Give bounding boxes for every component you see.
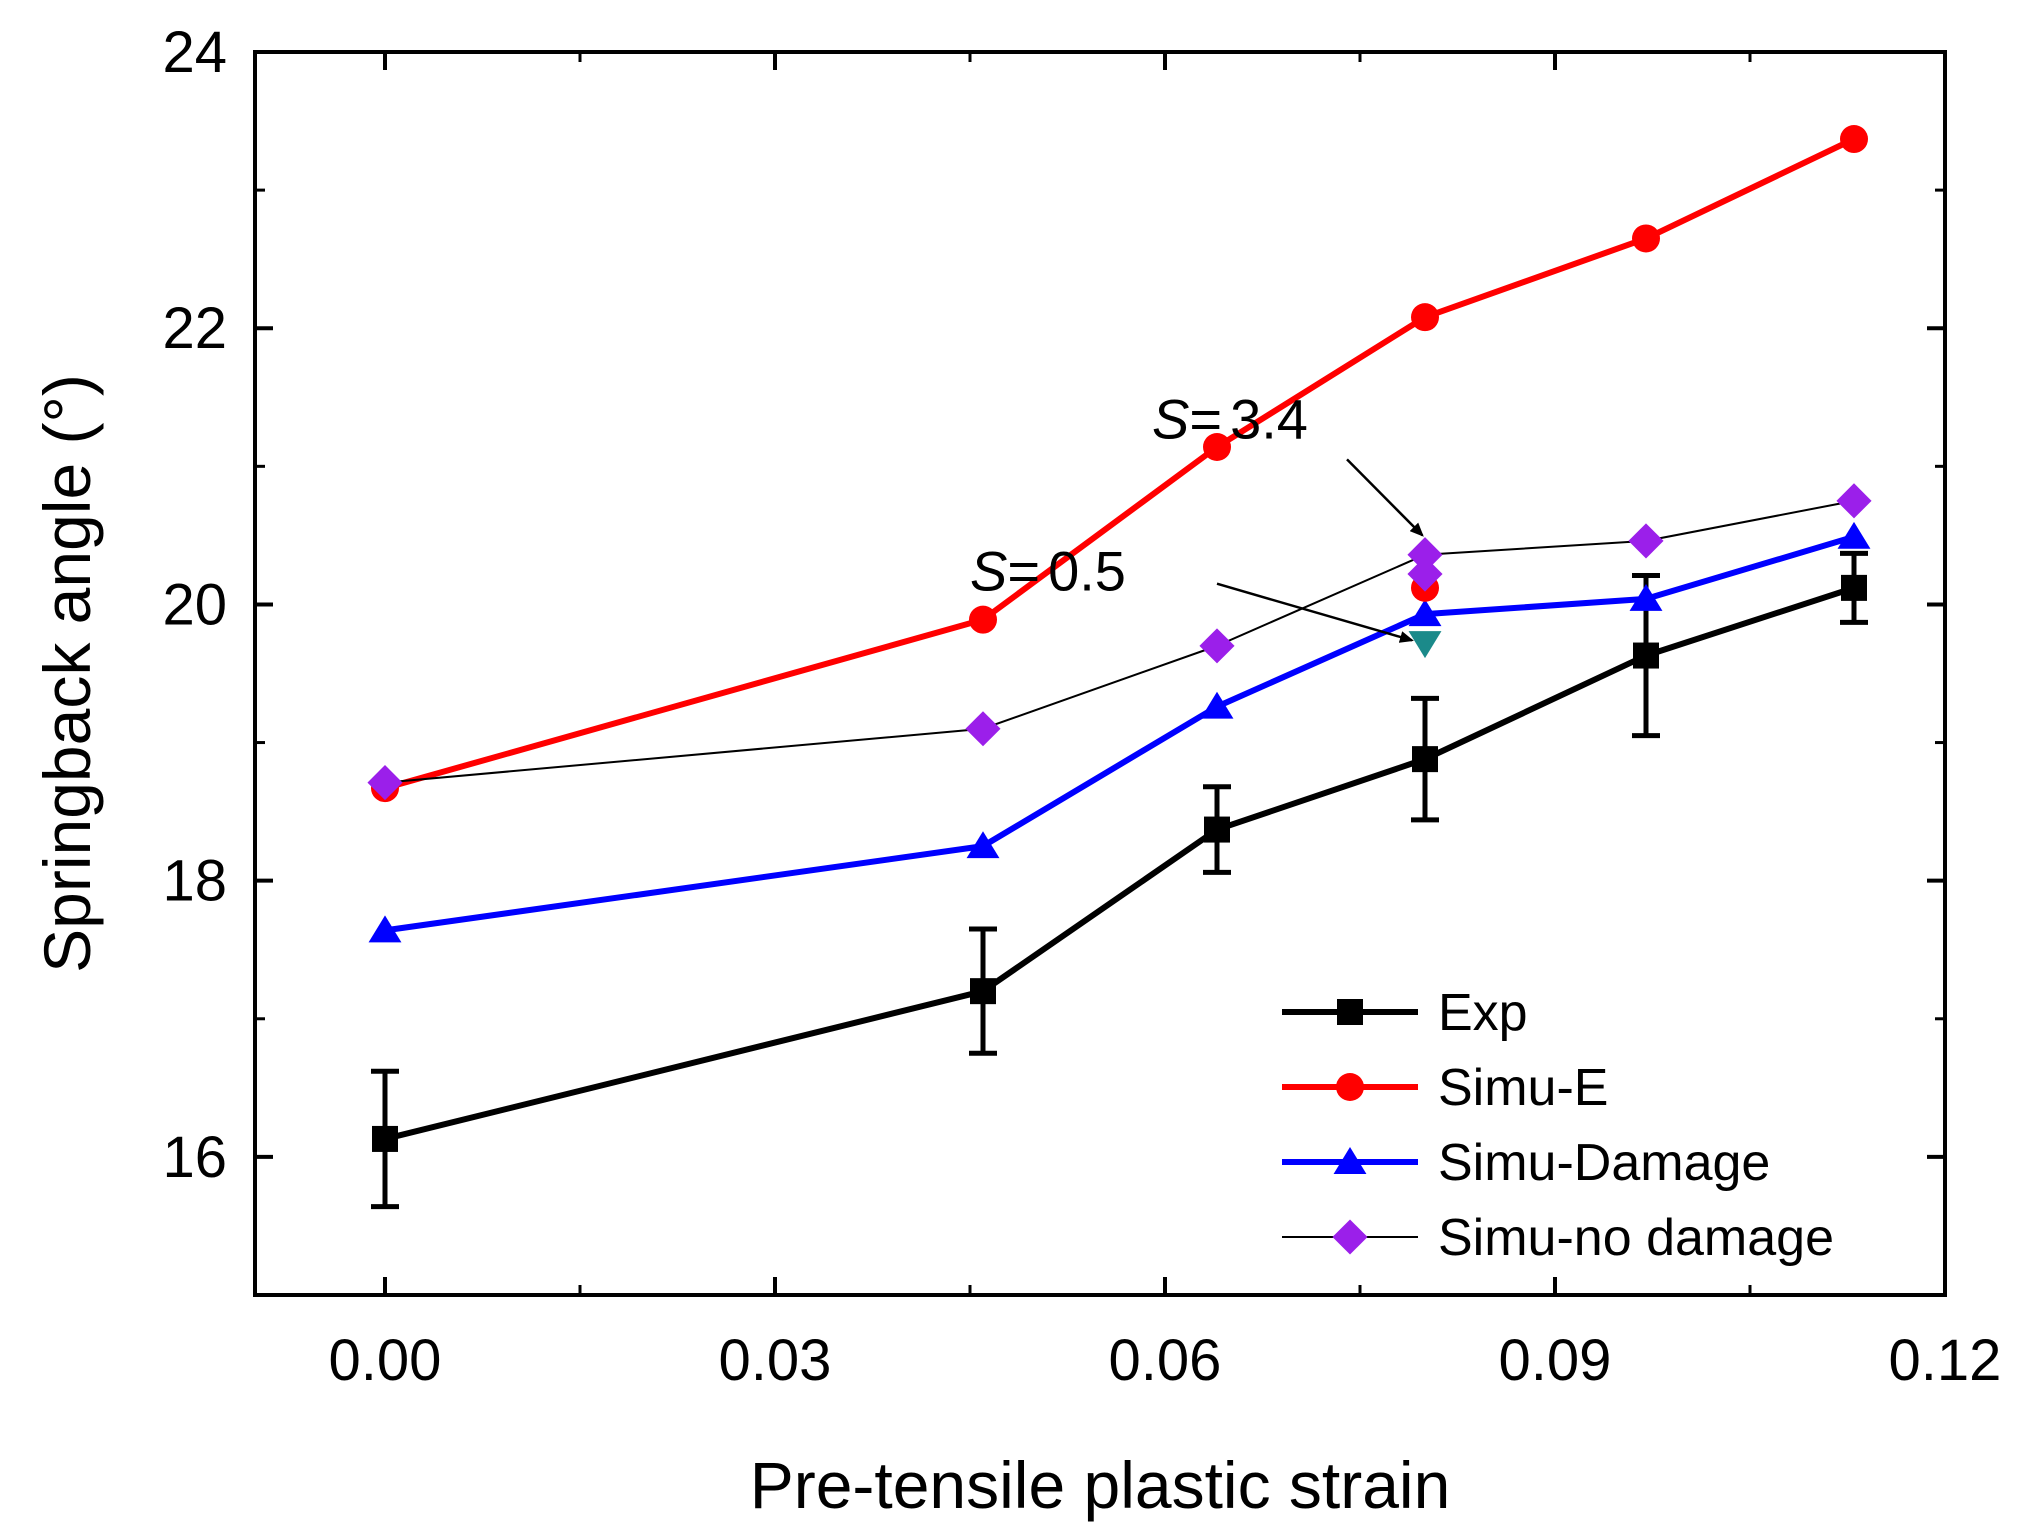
y-tick-label: 16 [162, 1125, 227, 1190]
point-simu-no-damage [1836, 483, 1872, 519]
series-line-simu-damage [384, 533, 1855, 934]
legend-entry: Simu-no damage [1438, 1209, 1834, 1267]
point-simu-e [969, 605, 997, 634]
legend-entry: Simu-E [1438, 1059, 1608, 1117]
legend-marker [1332, 1219, 1368, 1255]
point-simu-no-damage [1199, 628, 1235, 664]
extra-point-triangle-down [1408, 631, 1442, 659]
y-tick-label: 18 [162, 849, 227, 914]
point-simu-damage [1408, 599, 1442, 627]
y-tick-label: 20 [162, 572, 227, 637]
point-simu-e [1840, 125, 1868, 154]
annotation-label: S= 3.4 [1152, 388, 1308, 451]
annotation-arrow [1216, 582, 1414, 643]
point-exp [372, 1125, 398, 1152]
legend-marker [1336, 1073, 1364, 1101]
x-tick-label: 0.03 [719, 1328, 832, 1393]
point-simu-no-damage [1407, 537, 1443, 573]
x-tick-label: 0.06 [1109, 1328, 1222, 1393]
x-tick-label: 0.09 [1499, 1328, 1612, 1393]
series-line-exp [384, 585, 1855, 1142]
series-line-simu-e [384, 136, 1856, 792]
extra-point-diamond [1407, 556, 1443, 592]
annotation-s: S [1152, 388, 1189, 451]
series-line-simu-no-damage [384, 499, 1855, 784]
point-simu-no-damage [1628, 523, 1664, 559]
point-simu-damage [368, 915, 402, 943]
point-exp [1841, 574, 1867, 601]
point-simu-e [1203, 432, 1231, 461]
legend-marker [1333, 1147, 1367, 1174]
x-tick-label: 0.00 [329, 1328, 442, 1393]
y-tick-label: 22 [162, 296, 227, 361]
legend-entry: Simu-Damage [1438, 1134, 1770, 1192]
annotation-eq: = [1189, 388, 1222, 451]
y-axis-title: Springback angle (°) [30, 374, 104, 973]
point-exp [970, 978, 996, 1005]
annotation-s: S [970, 540, 1007, 603]
x-tick-label: 0.12 [1889, 1328, 2002, 1393]
annotation-eq: = [1007, 540, 1040, 603]
annotation-arrow [1346, 458, 1424, 537]
point-simu-no-damage [965, 711, 1001, 747]
annotation-value: 0.5 [1048, 540, 1126, 603]
point-simu-damage [1200, 691, 1234, 719]
point-simu-damage [1629, 583, 1663, 611]
annotation-label: S= 0.5 [970, 540, 1126, 603]
x-axis-title: Pre-tensile plastic strain [750, 1448, 1451, 1522]
legend-entry: Exp [1438, 984, 1528, 1042]
point-exp [1204, 816, 1230, 843]
point-simu-e [1632, 224, 1660, 253]
annotation-value: 3.4 [1230, 388, 1308, 451]
point-simu-e [1411, 303, 1439, 332]
y-tick-label: 24 [162, 20, 227, 85]
point-exp [1633, 642, 1659, 669]
point-simu-no-damage [367, 765, 403, 801]
point-exp [1412, 746, 1438, 773]
point-simu-damage [966, 831, 1000, 859]
legend-marker [1337, 999, 1363, 1025]
plot-frame [253, 50, 1947, 1297]
point-simu-damage [1837, 521, 1871, 549]
